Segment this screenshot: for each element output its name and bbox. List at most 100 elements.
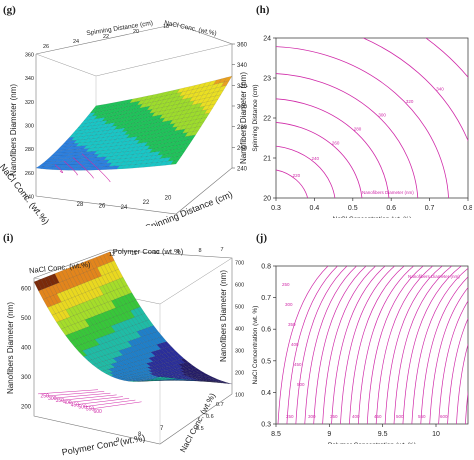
surface-cell — [215, 89, 224, 97]
contour-line — [465, 389, 468, 424]
z-tick-label: 240 — [237, 167, 248, 173]
x-axis-label: Polymer Concentration (wt. %) — [328, 442, 416, 444]
surface-cell — [198, 117, 208, 124]
x-tick-label: 0.5 — [348, 205, 358, 212]
surface-cell — [96, 255, 105, 267]
contour-line — [393, 266, 453, 424]
surface-cell — [57, 301, 66, 312]
surface-cell — [94, 277, 103, 288]
surface-cell — [82, 327, 91, 336]
surface-cell — [129, 376, 138, 379]
surface-cell — [201, 112, 210, 119]
y-tick-label: 23 — [263, 76, 271, 83]
y-tick-label: 0.5 — [261, 358, 271, 365]
surface-cell — [99, 294, 109, 304]
surface-cell — [33, 280, 43, 292]
top-tick-label: 10 — [153, 250, 159, 256]
z-tick-label: 260 — [237, 146, 248, 152]
surface-cell — [128, 325, 137, 333]
y-tick-label: 0.4 — [261, 390, 271, 397]
surface-cell — [126, 333, 135, 341]
z-tick-label: 280 — [237, 125, 248, 131]
surface-cell — [175, 151, 185, 157]
y-tick-label: 20 — [165, 196, 172, 202]
surface-cell — [113, 289, 122, 299]
surface-cell — [138, 342, 147, 349]
surface-mesh — [33, 251, 233, 385]
z-tick-label: 320 — [237, 84, 248, 90]
surface-cell — [38, 289, 47, 300]
top-tick-label: 7 — [220, 247, 223, 253]
surface-cell — [85, 290, 94, 301]
surface-cell — [101, 335, 110, 343]
surface-cell — [127, 357, 136, 363]
surface-cell — [78, 350, 88, 357]
contour-level-label: 350 — [330, 414, 338, 419]
floor-contour-label: 450 — [71, 402, 80, 408]
surface-cell — [94, 314, 104, 323]
box-edge — [159, 257, 233, 305]
surface-cell — [145, 319, 154, 327]
x-tick-label: 9 — [116, 438, 120, 444]
contour-line — [357, 266, 414, 424]
surface-cell — [160, 373, 169, 377]
surface-cell — [69, 315, 79, 324]
top-tick-label: 8 — [198, 248, 201, 254]
contour-level-label: 300 — [308, 414, 316, 419]
x-tick-label: 8 — [138, 432, 142, 438]
surface-cell — [79, 302, 88, 312]
z-tick-label: 600 — [21, 287, 32, 293]
surface-cell — [177, 373, 187, 377]
x-tick-label: 9 — [327, 431, 331, 438]
floor-contour-label: 600 — [93, 409, 102, 415]
surface-cell — [131, 380, 140, 382]
contour-level-label: 300 — [285, 302, 293, 307]
contour-line — [411, 267, 468, 424]
surface-cell — [105, 340, 115, 348]
top-tick-label: 24 — [73, 39, 79, 45]
surface-cell — [145, 340, 154, 347]
surface-cell — [69, 339, 79, 347]
box-edge — [95, 43, 233, 77]
z-tick-label-left: 340 — [25, 76, 34, 82]
contour-level-label: 450 — [294, 362, 302, 367]
z-axis-label-right: Nanofibers Diameter (nm) — [239, 72, 248, 164]
surface-cell — [127, 318, 136, 326]
surface-cell — [52, 283, 61, 295]
contour-level-label: 400 — [291, 342, 299, 347]
plot-frame — [275, 265, 469, 425]
contour-inline-label: Nanofibers Diameter (nm) — [362, 190, 414, 195]
surface-cell — [59, 281, 68, 292]
box-edge — [35, 53, 97, 77]
surface-cell — [150, 351, 159, 357]
surface-cell — [83, 309, 92, 319]
surface-cell — [125, 326, 134, 335]
y-tick-label: 0.6 — [261, 327, 271, 334]
y-tick-label: 0.3 — [261, 422, 271, 429]
floor-contour — [75, 398, 130, 405]
contour-line — [331, 266, 386, 424]
surface-cell — [90, 332, 99, 340]
surface-cell — [219, 381, 228, 383]
panel-tag-h: (h) — [256, 4, 270, 16]
surface-cell — [137, 336, 146, 344]
surface-cell — [119, 277, 128, 287]
surface-cell — [207, 381, 216, 383]
z-tick-label: 300 — [237, 105, 248, 111]
floor-contour — [63, 160, 78, 176]
contour-level-label: 450 — [374, 414, 382, 419]
z-axis-label-right: Nanofibers Diameter (nm) — [219, 270, 228, 362]
surface-cell — [73, 285, 83, 296]
contour-level-label: 220 — [293, 173, 301, 178]
x-tick-label: 7 — [160, 426, 164, 432]
surface-cell — [184, 139, 194, 145]
z-tick-label-left: 320 — [25, 100, 34, 106]
contour-line — [438, 300, 468, 424]
surface-cell — [92, 297, 102, 307]
surface-cell — [187, 372, 197, 376]
z-axis-label-left: Nanofibers Diameter (nm) — [9, 84, 18, 176]
floor-contour — [72, 157, 94, 179]
top-tick-label: 11 — [131, 251, 137, 257]
surface-cell — [45, 286, 54, 297]
surface-cell — [119, 378, 128, 381]
